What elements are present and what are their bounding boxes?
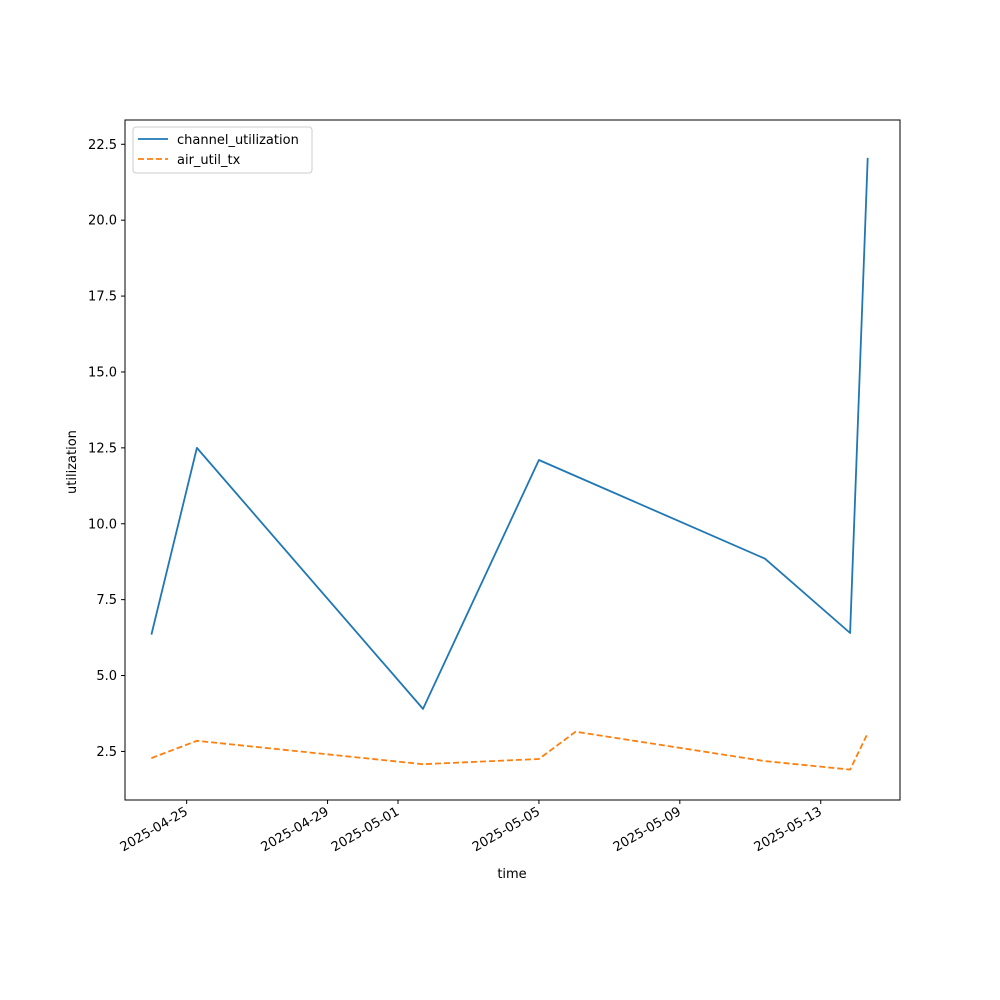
y-tick-label: 5.0	[96, 669, 117, 684]
y-tick-label: 15.0	[88, 365, 117, 380]
legend-label-air-util-tx: air_util_tx	[177, 153, 241, 168]
y-tick-label: 10.0	[88, 517, 117, 532]
y-axis-ticks: 2.5 5.0 7.5 10.0 12.5 15.0 17.5 20.0 22.5	[88, 138, 125, 760]
series-line-channel-utilization	[150, 157, 869, 710]
series-line-air-util-tx	[151, 730, 869, 771]
series-lines	[150, 157, 869, 771]
legend-box	[132, 126, 313, 174]
legend: channel_utilization air_util_tx	[132, 126, 313, 174]
plot-frame	[124, 119, 901, 801]
y-tick-label: 22.5	[88, 138, 117, 153]
plot-area	[125, 120, 900, 800]
legend-label-channel-utilization: channel_utilization	[177, 133, 299, 148]
y-tick-label: 17.5	[88, 290, 117, 305]
y-axis-label: utilization	[65, 430, 80, 494]
y-tick-label: 7.5	[96, 593, 117, 608]
y-tick-label: 2.5	[96, 745, 117, 760]
y-tick-label: 20.0	[88, 214, 117, 229]
y-tick-label: 12.5	[88, 441, 117, 456]
x-axis-label: time	[497, 867, 526, 882]
